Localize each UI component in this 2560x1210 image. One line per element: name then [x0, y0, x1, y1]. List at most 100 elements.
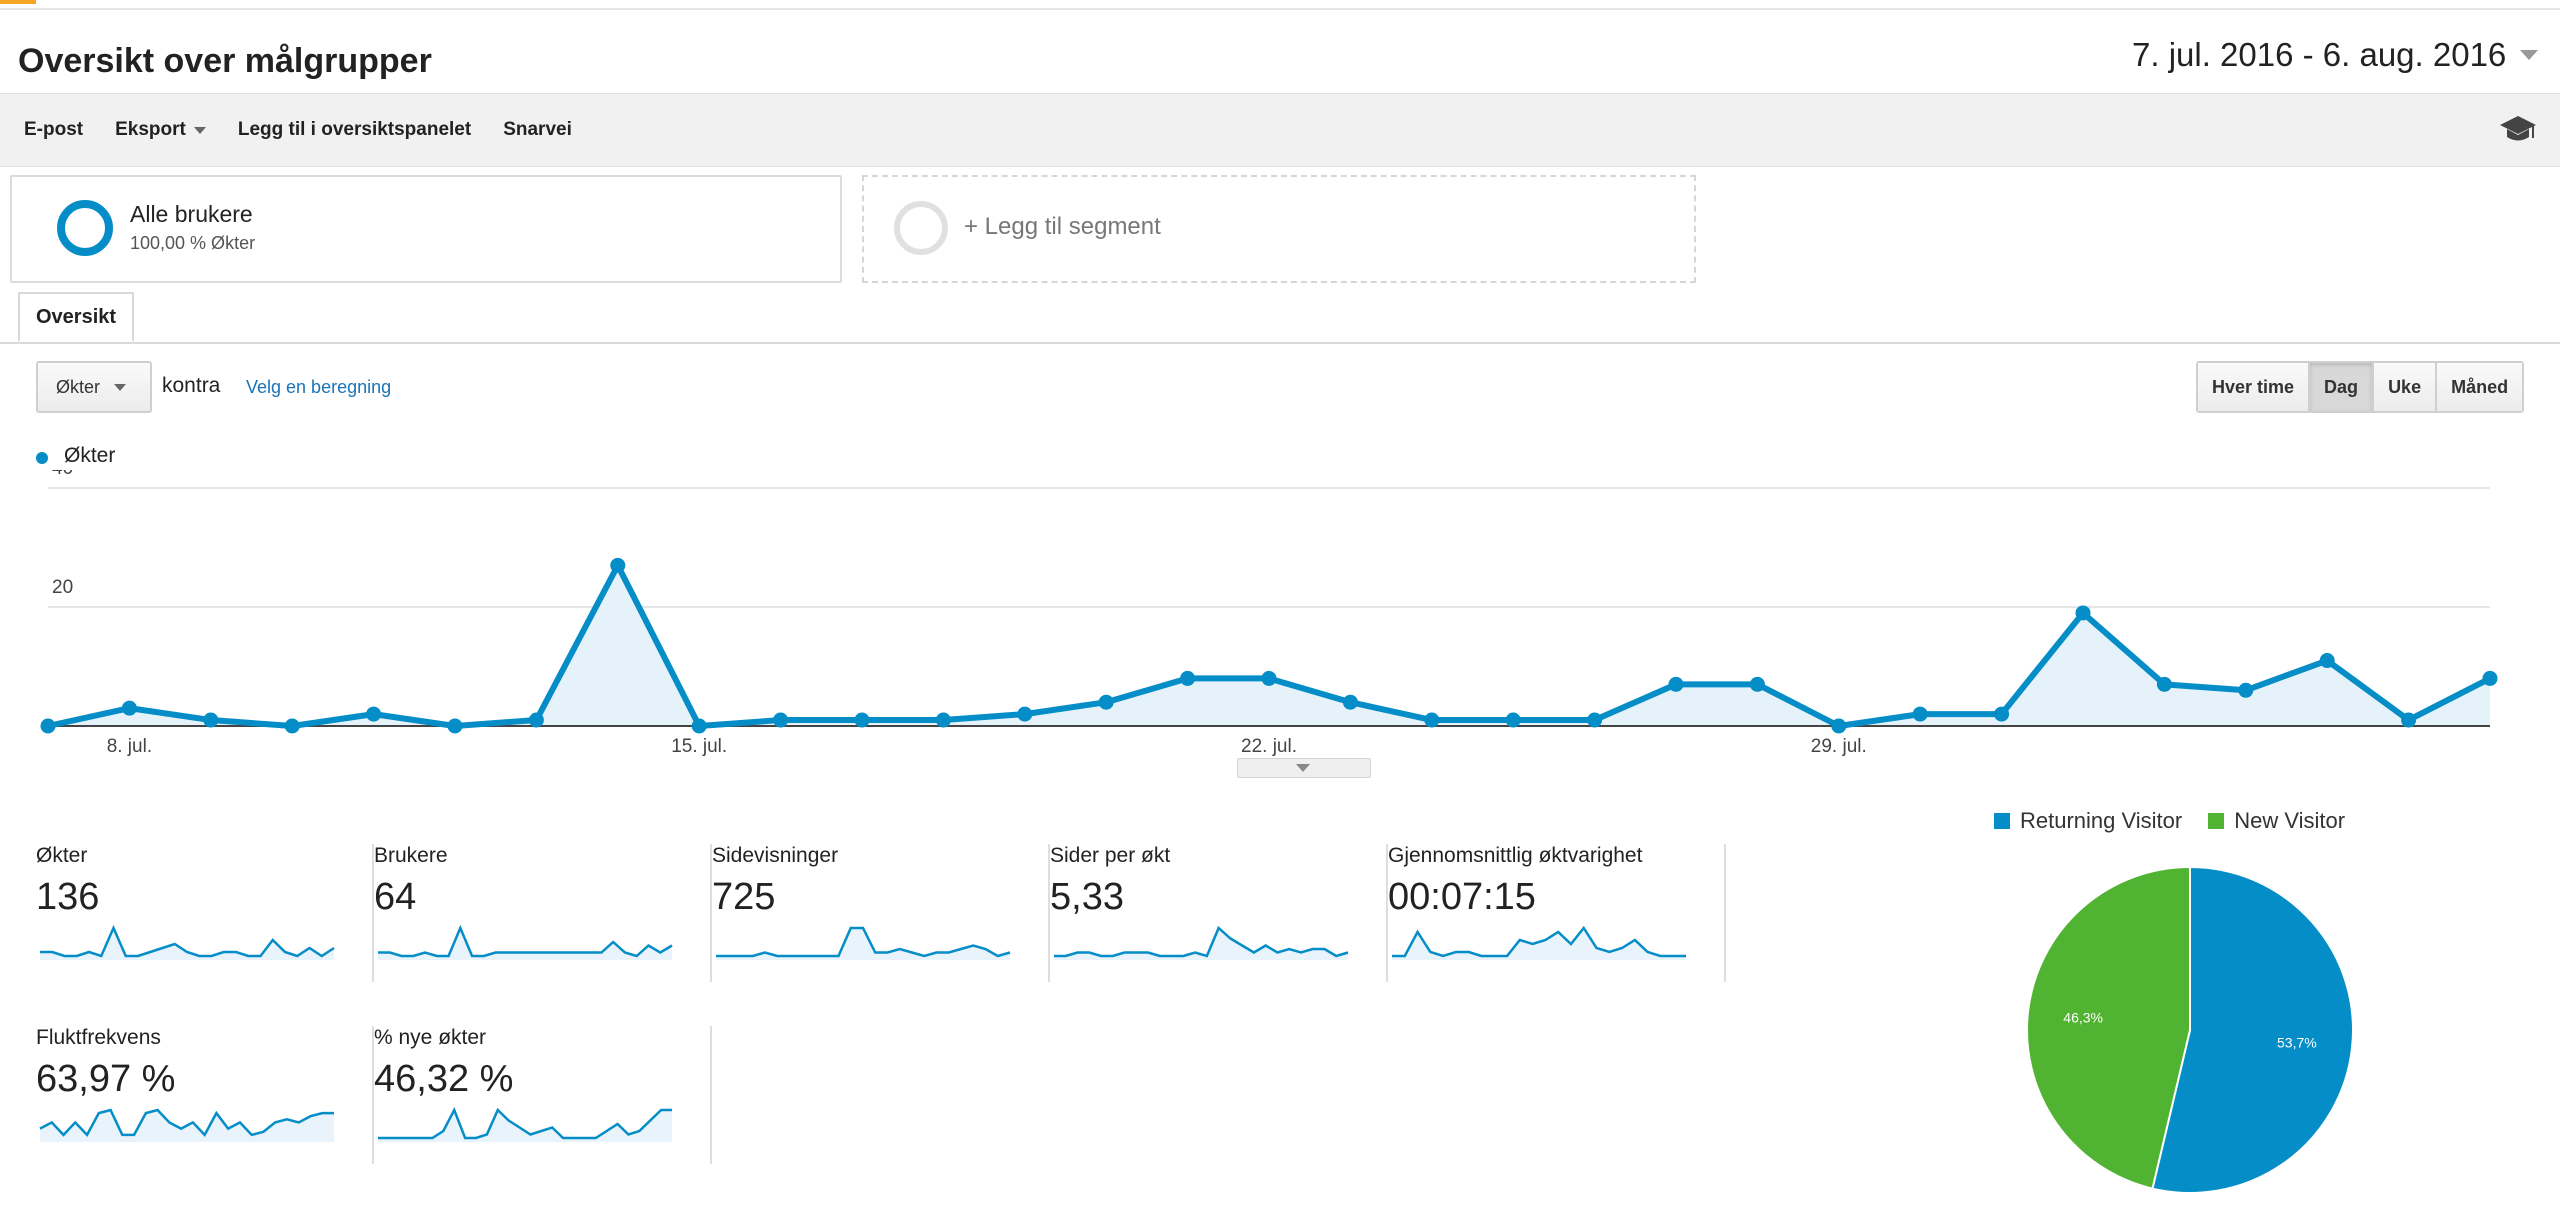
metric-card-value: 136: [36, 876, 100, 918]
legend-item-new: New Visitor: [2208, 808, 2345, 834]
data-point[interactable]: [447, 718, 463, 734]
granularity-hourly[interactable]: Hver time: [2198, 363, 2309, 411]
metric-card[interactable]: Sidevisninger 725: [712, 844, 1050, 982]
data-point[interactable]: [773, 712, 789, 728]
metric-card-label: % nye økter: [374, 1026, 487, 1049]
sparkline: [1054, 925, 1349, 960]
metric-card[interactable]: % nye økter 46,32 %: [374, 1026, 712, 1164]
series-area: [48, 565, 2490, 726]
metric-select[interactable]: Økter: [36, 361, 152, 413]
top-border: [0, 0, 2560, 10]
metric-card[interactable]: Fluktfrekvens 63,97 %: [36, 1026, 374, 1164]
shortcut-button[interactable]: Snarvei: [503, 119, 572, 140]
data-point[interactable]: [2401, 712, 2417, 728]
data-point[interactable]: [2482, 670, 2498, 686]
data-point[interactable]: [366, 706, 382, 722]
data-point[interactable]: [1261, 670, 1277, 686]
metric-card[interactable]: Gjennomsnittlig øktvarighet 00:07:15: [1388, 844, 1726, 982]
data-point[interactable]: [40, 718, 56, 734]
export-label: Eksport: [115, 119, 186, 140]
data-point[interactable]: [2156, 676, 2172, 692]
sparkline: [716, 926, 1011, 960]
metric-card[interactable]: Økter 136: [36, 844, 374, 982]
visitor-type-pie-chart: 53,7% 46,3%: [2026, 865, 2354, 1194]
sparkline: [378, 1106, 672, 1142]
data-point[interactable]: [2238, 682, 2254, 698]
versus-label: kontra: [162, 374, 221, 397]
data-point[interactable]: [1668, 676, 1684, 692]
card-divider: [1048, 844, 1050, 982]
metric-card-value: 00:07:15: [1388, 876, 1536, 918]
data-point[interactable]: [691, 718, 707, 734]
email-button[interactable]: E-post: [24, 119, 84, 140]
accent-strip: [0, 0, 36, 4]
export-button[interactable]: Eksport: [115, 119, 206, 141]
sparkline-area: [1392, 928, 1686, 960]
tab-overview[interactable]: Oversikt: [18, 292, 135, 342]
data-point[interactable]: [2319, 653, 2335, 669]
chevron-down-icon: [2520, 50, 2539, 60]
metric-card[interactable]: Brukere 64: [374, 844, 712, 982]
data-point[interactable]: [1912, 706, 1928, 722]
metric-card-value: 46,32 %: [374, 1058, 514, 1100]
data-point[interactable]: [528, 712, 544, 728]
metric-card-label: Økter: [36, 844, 88, 867]
card-divider: [372, 844, 374, 982]
add-segment-button[interactable]: + Legg til segment: [862, 175, 1696, 283]
granularity-month[interactable]: Måned: [2435, 363, 2523, 411]
sparkline-line: [378, 1106, 672, 1140]
report-toolbar: E-post Eksport Legg til i oversiktspanel…: [0, 93, 2560, 167]
sessions-line-chart: 40 20 8. jul. 15. jul. 22. jul. 29. jul.: [40, 470, 2498, 757]
pie-slice-label: 53,7%: [2277, 1034, 2317, 1050]
pie-slice[interactable]: [2026, 865, 2191, 1190]
metric-card[interactable]: Sider per økt 5,33: [1050, 844, 1388, 982]
card-divider: [1724, 844, 1726, 982]
card-divider: [710, 1026, 712, 1164]
y-tick-label: 20: [52, 577, 73, 598]
data-point[interactable]: [1831, 718, 1847, 734]
pie-slice-label: 46,3%: [2063, 1010, 2103, 1026]
pie-slice[interactable]: [2151, 865, 2354, 1194]
legend-item-returning: Returning Visitor: [1994, 808, 2182, 834]
data-point[interactable]: [854, 712, 870, 728]
data-point[interactable]: [1587, 712, 1603, 728]
data-point[interactable]: [121, 700, 137, 716]
sparkline-line: [1054, 925, 1349, 958]
choose-metric-link[interactable]: Velg en beregning: [246, 377, 392, 397]
data-point[interactable]: [1994, 706, 2010, 722]
legend-swatch: [1994, 813, 2010, 829]
card-divider: [710, 844, 712, 982]
data-point[interactable]: [935, 712, 951, 728]
metric-card-value: 725: [712, 876, 776, 918]
chart-resize-handle[interactable]: [1237, 758, 1371, 778]
x-tick-label: 22. jul.: [1241, 736, 1297, 757]
segment-all-users[interactable]: Alle brukere 100,00 % Økter: [10, 175, 842, 283]
data-point[interactable]: [1749, 676, 1765, 692]
data-point[interactable]: [1180, 670, 1196, 686]
x-tick-label: 8. jul.: [107, 736, 152, 757]
granularity-day[interactable]: Dag: [2308, 363, 2373, 411]
date-range-picker[interactable]: 7. jul. 2016 - 6. aug. 2016: [2124, 30, 2547, 80]
add-to-dashboard-button[interactable]: Legg til i oversiktspanelet: [237, 119, 472, 140]
y-tick-label: 40: [52, 470, 73, 479]
metric-card-label: Gjennomsnittlig øktvarighet: [1388, 844, 1643, 867]
segment-ring-icon: [57, 200, 113, 256]
graduation-cap-icon[interactable]: [2498, 112, 2538, 148]
sparkline: [39, 1108, 334, 1142]
data-point[interactable]: [1017, 706, 1033, 722]
data-point[interactable]: [1342, 694, 1358, 710]
data-point[interactable]: [1424, 712, 1440, 728]
metric-select-label: Økter: [56, 376, 101, 397]
empty-segment-ring-icon: [894, 201, 948, 255]
data-point[interactable]: [284, 718, 300, 734]
data-point[interactable]: [610, 557, 626, 573]
data-point[interactable]: [1505, 712, 1521, 728]
data-point[interactable]: [203, 712, 219, 728]
sparkline-line: [40, 924, 335, 958]
metric-card-label: Brukere: [374, 844, 448, 867]
granularity-week[interactable]: Uke: [2372, 363, 2436, 411]
data-point[interactable]: [1098, 694, 1114, 710]
sparkline: [40, 924, 335, 960]
data-point[interactable]: [2075, 605, 2091, 621]
segment-subtitle: 100,00 % Økter: [130, 233, 256, 253]
